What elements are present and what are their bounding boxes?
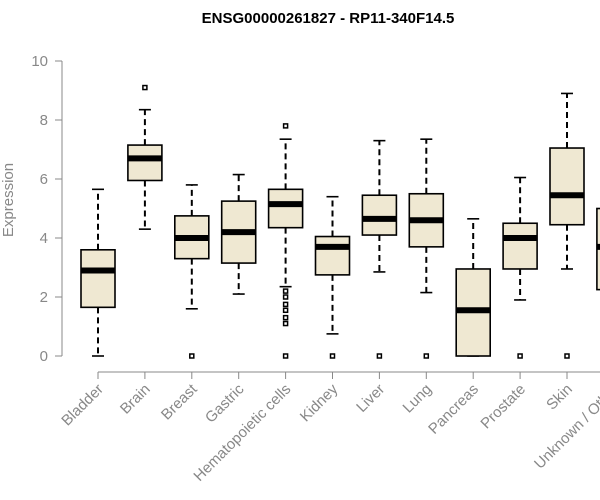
box-iqr <box>314 235 351 276</box>
x-tick-label: Kidney <box>297 380 342 425</box>
box-group <box>220 173 257 295</box>
y-tick-label: 8 <box>40 112 48 129</box>
outlier-point <box>517 353 523 359</box>
box-group <box>502 176 538 359</box>
box-group <box>408 138 445 359</box>
box-iqr <box>267 188 304 229</box>
box-series <box>80 84 600 359</box>
x-tick-label: Prostate <box>477 381 529 433</box>
y-axis: 0 2 4 6 8 10 <box>31 53 63 365</box>
y-tick-label: 10 <box>31 53 48 70</box>
y-tick-label: 4 <box>40 230 48 247</box>
box-group <box>267 123 304 359</box>
box-iqr <box>549 147 585 226</box>
outlier-point <box>142 84 148 91</box>
box-group <box>361 139 398 359</box>
outlier-point <box>282 353 289 359</box>
box-group <box>455 218 492 357</box>
x-tick-label: Pancreas <box>425 381 482 438</box>
outlier-point <box>282 294 289 300</box>
outlier-point <box>189 353 195 359</box>
box-iqr <box>502 222 538 270</box>
outlier-point <box>282 320 289 327</box>
y-tick-label: 0 <box>40 348 48 365</box>
y-tick-label: 2 <box>40 289 48 306</box>
outlier-point <box>282 314 289 321</box>
x-tick-label: Breast <box>158 380 201 423</box>
outlier-point <box>564 353 570 359</box>
box-group <box>314 195 351 359</box>
chart-title: ENSG00000261827 - RP11-340F14.5 <box>202 10 455 27</box>
x-tick-label: Bladder <box>58 381 107 430</box>
box-iqr <box>80 249 116 309</box>
outlier-point <box>282 123 289 129</box>
x-tick-label: Lung <box>400 381 436 417</box>
outlier-point <box>329 353 336 359</box>
outlier-point <box>282 288 289 294</box>
x-tick-label: Gastric <box>202 380 248 426</box>
box-group <box>127 84 163 230</box>
box-iqr <box>127 144 163 182</box>
outlier-point <box>282 307 289 314</box>
box-group <box>596 207 600 291</box>
y-axis-label: Expression <box>0 163 17 237</box>
x-tick-label: Skin <box>543 381 576 414</box>
box-iqr <box>361 194 398 236</box>
x-tick-label: Brain <box>117 381 154 418</box>
outlier-point <box>376 353 383 359</box>
outlier-point <box>282 301 289 308</box>
x-tick-label: Liver <box>353 381 388 416</box>
outlier-point <box>423 353 430 359</box>
box-group <box>549 92 585 359</box>
box-group <box>174 184 210 359</box>
box-group <box>80 188 116 357</box>
y-tick-label: 6 <box>40 171 48 188</box>
